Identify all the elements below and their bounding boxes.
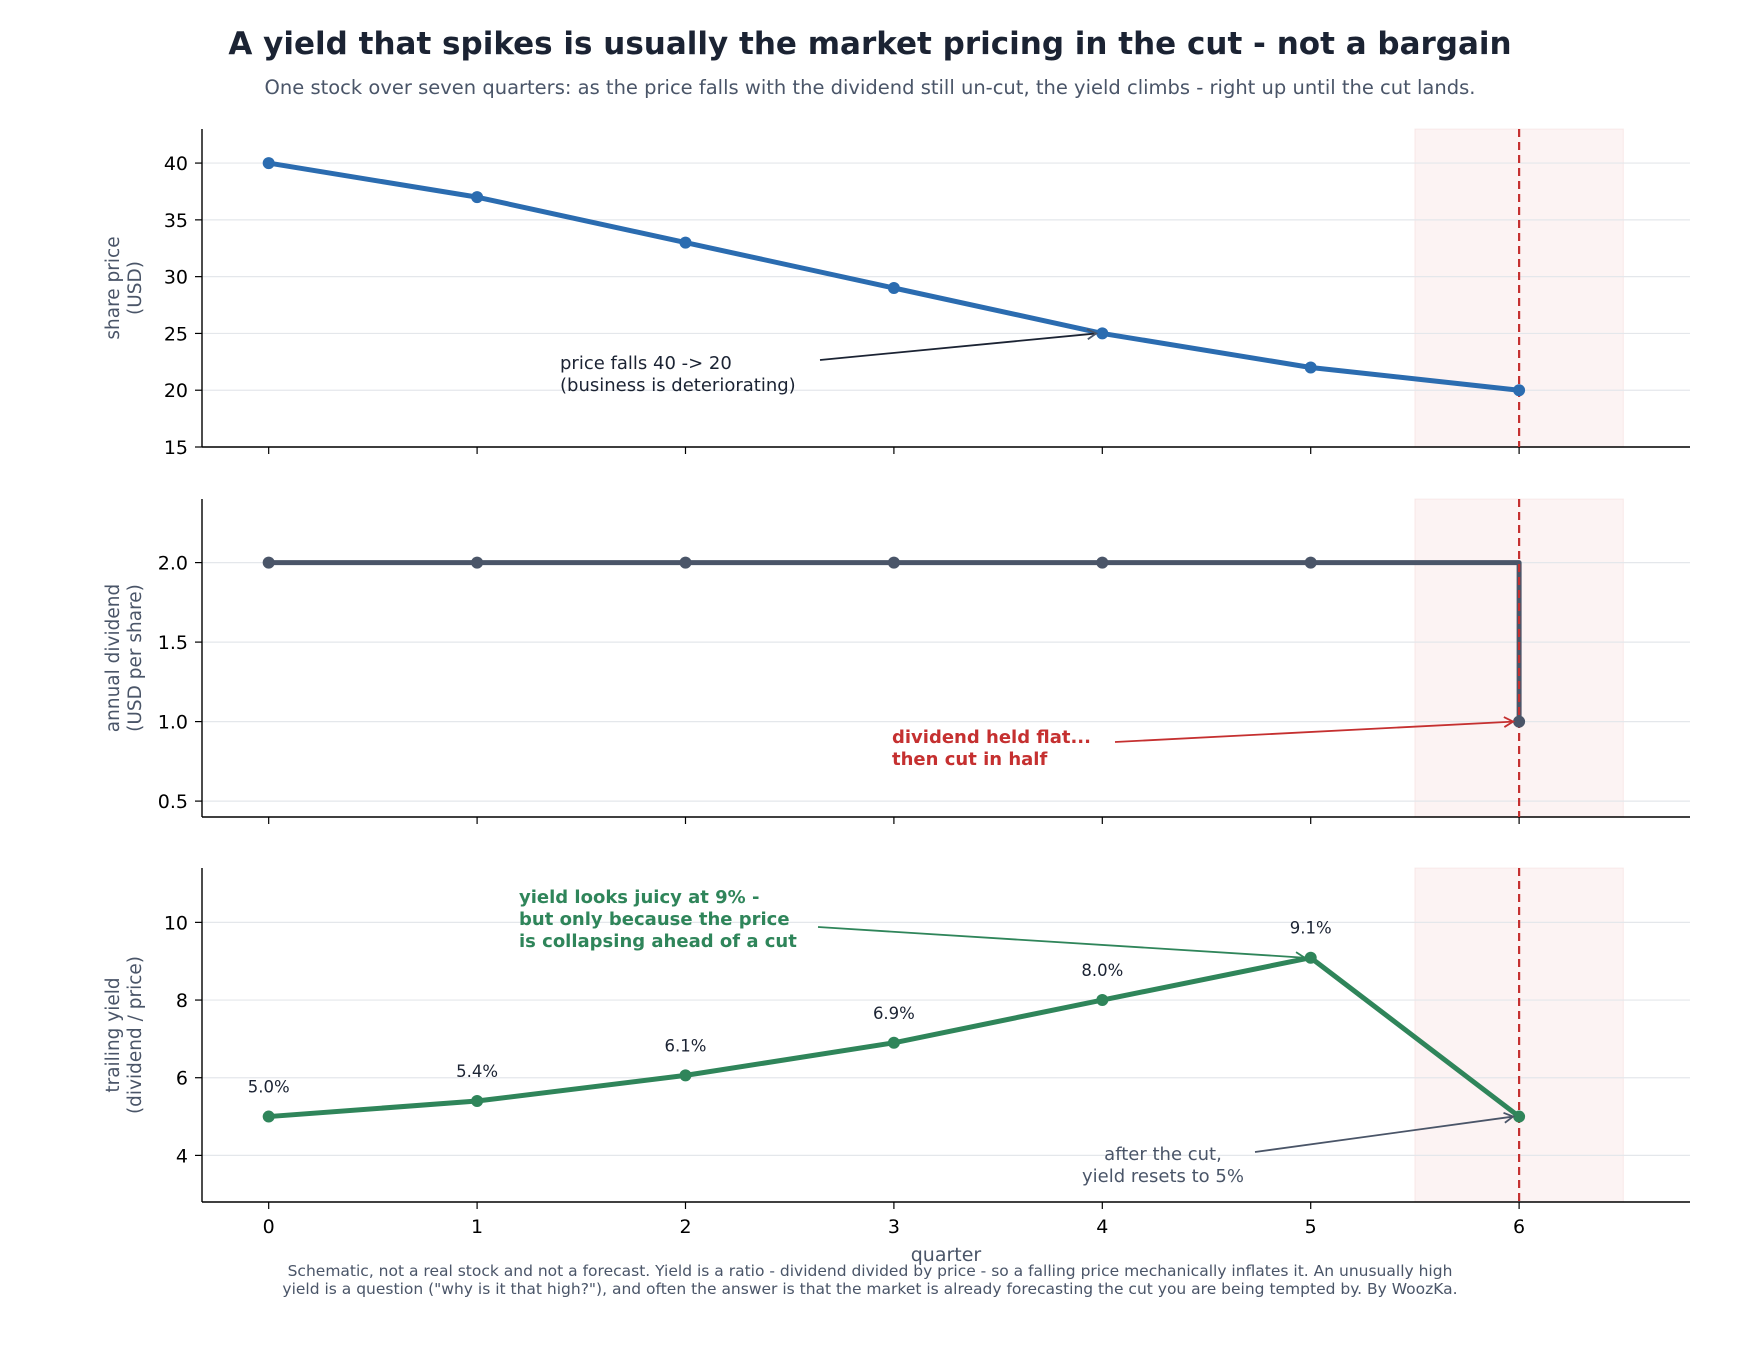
data-point	[1096, 556, 1109, 569]
data-point	[887, 282, 900, 294]
annotation-line: dividend held flat...	[892, 727, 1091, 748]
data-label: 5.4%	[456, 1062, 498, 1081]
annotation-line: price falls 40 -> 20	[560, 353, 732, 374]
chart-panel-3: 4 6 8 10 0 1 2 3 4 5 6 quarter trailing yield (divide…	[103, 867, 1690, 1266]
annotation-line: then cut in half	[892, 749, 1047, 770]
y-tick-label: 10	[164, 912, 188, 934]
annotation-line: yield resets to 5%	[1082, 1166, 1244, 1187]
data-point	[1513, 715, 1526, 728]
data-point	[679, 1069, 692, 1082]
y-tick-label: 8	[176, 990, 188, 1012]
annotation-line: after the cut,	[1104, 1144, 1222, 1165]
y-tick-label: 0.5	[158, 791, 188, 813]
x-tick-label: 2	[679, 1216, 691, 1238]
annotation-line: but only because the price	[519, 909, 790, 930]
y-axis-label: (USD)	[125, 261, 146, 315]
data-point	[471, 1095, 484, 1108]
y-tick-label: 35	[164, 210, 188, 232]
footnote-line: yield is a question ("why is it that hig…	[282, 1280, 1458, 1298]
data-label: 6.1%	[665, 1036, 707, 1055]
y-tick-label: 1.0	[158, 712, 188, 734]
data-point	[262, 157, 275, 170]
data-label: 6.9%	[873, 1004, 915, 1023]
chart-title: A yield that spikes is usually the marke…	[228, 26, 1512, 62]
series-line	[268, 560, 1522, 722]
x-tick-label: 0	[263, 1216, 275, 1238]
annotation-text: dividend held flat... then cut in half	[892, 727, 1091, 770]
data-point	[262, 556, 275, 569]
y-tick-label: 4	[176, 1145, 188, 1167]
y-tick-label: 25	[164, 323, 188, 345]
annotation-arrow	[819, 328, 1099, 361]
data-point	[679, 556, 692, 569]
annotation-text: after the cut, yield resets to 5%	[1082, 1144, 1244, 1187]
annotation-text: yield looks juicy at 9% -but only becaus…	[519, 887, 797, 952]
y-axis-label: (USD per share)	[125, 584, 146, 732]
y-axis-label: (dividend / price)	[125, 956, 146, 1114]
annotation-line: yield looks juicy at 9% -	[519, 887, 759, 908]
x-tick-label: 6	[1513, 1216, 1525, 1238]
data-point	[1096, 994, 1109, 1007]
annotation-arrow	[1254, 1111, 1515, 1153]
chart-panel-2: 0.5 1.0 1.5 2.0 annual dividend (USD per shar…	[103, 498, 1690, 824]
data-point	[679, 236, 692, 249]
data-label: 8.0%	[1081, 961, 1123, 980]
annotation-line: is collapsing ahead of a cut	[519, 931, 797, 952]
annotation-arrow	[817, 926, 1307, 963]
y-tick-label: 20	[164, 380, 188, 402]
y-axis-label: share price	[103, 236, 124, 339]
data-point	[471, 556, 484, 569]
data-point	[1513, 384, 1526, 397]
data-point	[887, 1036, 900, 1049]
annotation-arrow	[1114, 716, 1515, 743]
y-tick-label: 30	[164, 267, 188, 289]
data-point	[1304, 361, 1317, 374]
y-tick-label: 6	[176, 1068, 188, 1090]
data-point	[1304, 556, 1317, 569]
y-tick-label: 40	[164, 153, 188, 175]
y-tick-label: 2.0	[158, 553, 188, 575]
annotation-line: (business is deteriorating)	[560, 375, 796, 396]
footnote: Schematic, not a real stock and not a fo…	[0, 1262, 1740, 1298]
x-axis-label: quarter	[911, 1244, 982, 1266]
data-point	[1513, 1110, 1526, 1123]
annotation-text: price falls 40 -> 20 (business is deterio…	[560, 353, 796, 396]
x-tick-label: 4	[1096, 1216, 1108, 1238]
data-point	[471, 191, 484, 204]
data-point	[1304, 951, 1317, 964]
y-tick-label: 1.5	[158, 632, 188, 654]
data-point	[1096, 327, 1109, 340]
chart-panel-1: 15 20 25 30 35 40 share price (USD) price falls …	[103, 128, 1690, 459]
chart-subtitle: One stock over seven quarters: as the pr…	[264, 76, 1476, 99]
data-point	[887, 556, 900, 569]
dividend-cut-band	[1414, 867, 1624, 1203]
x-tick-label: 3	[888, 1216, 900, 1238]
y-axis-label: annual dividend	[103, 584, 124, 732]
y-axis-label: trailing yield	[103, 977, 124, 1092]
x-tick-label: 5	[1305, 1216, 1317, 1238]
data-label: 9.1%	[1290, 919, 1332, 938]
y-tick-label: 15	[164, 437, 188, 459]
x-tick-label: 1	[471, 1216, 483, 1238]
data-point	[262, 1110, 275, 1123]
footnote-line: Schematic, not a real stock and not a fo…	[287, 1262, 1453, 1280]
data-label: 5.0%	[248, 1078, 290, 1097]
